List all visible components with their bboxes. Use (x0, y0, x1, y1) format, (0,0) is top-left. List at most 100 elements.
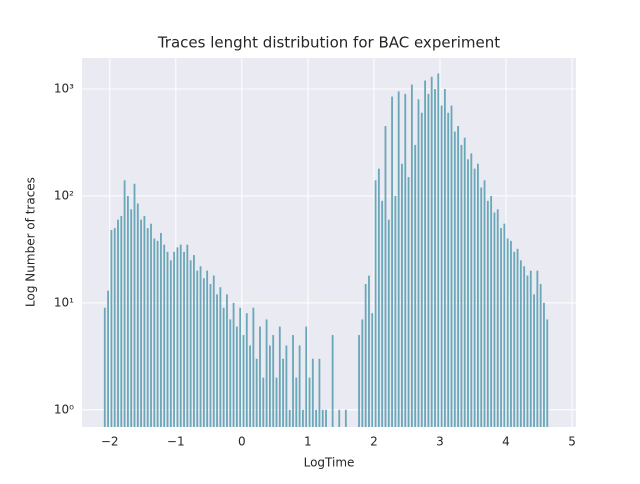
bar (443, 89, 446, 427)
bar (193, 255, 195, 427)
y-tick-label: 10² (54, 188, 74, 202)
bar (417, 99, 420, 427)
y-tick-label: 10³ (54, 82, 74, 96)
bar (209, 284, 212, 427)
bar (156, 240, 159, 427)
x-tick-label: 2 (370, 435, 378, 449)
bar (196, 270, 199, 427)
bar (533, 294, 535, 427)
bar (506, 238, 509, 427)
bar (133, 183, 136, 427)
chart-title: Traces lenght distribution for BAC exper… (157, 34, 500, 52)
bar (176, 247, 179, 427)
x-tick-label: −1 (167, 435, 185, 449)
bar (414, 144, 417, 428)
bar (189, 260, 192, 427)
bar (110, 230, 113, 427)
bar (543, 302, 545, 427)
bar (229, 319, 232, 427)
bar (130, 209, 133, 427)
bar (219, 287, 222, 427)
bar (427, 93, 430, 427)
bar (262, 377, 265, 427)
x-tick-label: 3 (436, 435, 444, 449)
bar (259, 326, 261, 427)
bar (275, 377, 278, 427)
bar (150, 223, 152, 427)
x-axis-label: LogTime (304, 456, 355, 470)
bar (361, 319, 364, 427)
bar (453, 131, 456, 427)
bar (245, 313, 248, 427)
bar (338, 409, 341, 427)
bar (298, 345, 301, 427)
bar (384, 126, 387, 428)
bar (364, 284, 367, 427)
bar (126, 195, 129, 427)
bar (232, 302, 235, 427)
bar (146, 228, 149, 427)
bar (239, 307, 242, 427)
x-tick-label: 5 (568, 435, 576, 449)
bar (358, 335, 360, 427)
bar (235, 326, 238, 427)
bar (503, 223, 506, 427)
bar (440, 105, 443, 428)
bar (255, 358, 258, 427)
bar (305, 326, 308, 427)
bar (407, 177, 410, 427)
bar (486, 200, 489, 427)
bar (480, 187, 483, 427)
x-tick-label: −2 (101, 435, 119, 449)
bar (113, 228, 116, 427)
bar (278, 326, 281, 427)
bar (420, 112, 423, 427)
bar (212, 275, 215, 427)
bar (513, 251, 516, 427)
bar (344, 409, 347, 427)
bar (368, 275, 370, 427)
bar (272, 335, 275, 427)
x-tick-label: 4 (502, 435, 510, 449)
bar (447, 112, 450, 427)
y-tick-label: 10¹ (54, 295, 74, 309)
bar (179, 244, 182, 427)
y-axis-label: Log Number of traces (24, 177, 38, 307)
x-tick-label: 1 (304, 435, 312, 449)
bar (510, 240, 512, 427)
bar (242, 335, 245, 427)
bar (401, 163, 403, 428)
bar (315, 409, 318, 427)
bar (516, 248, 519, 427)
bar (387, 219, 390, 427)
bar (166, 251, 169, 427)
bar (103, 307, 106, 427)
bar (302, 409, 304, 427)
bar (410, 84, 413, 427)
bar (206, 270, 209, 427)
bar (490, 195, 493, 427)
bar (123, 180, 126, 427)
bar (391, 96, 393, 428)
bar (318, 358, 321, 427)
bar (252, 307, 255, 427)
bar (173, 251, 176, 427)
bar (268, 345, 271, 427)
bar (424, 80, 427, 427)
bar (331, 335, 334, 427)
bar (434, 89, 436, 427)
bar (523, 266, 526, 427)
bar (496, 209, 499, 427)
bar (160, 233, 162, 427)
bar (288, 409, 291, 427)
bar (483, 180, 486, 427)
bar (381, 200, 384, 427)
bar (374, 180, 377, 427)
bar (292, 335, 294, 427)
bar (467, 159, 469, 427)
bar (404, 93, 407, 427)
bar (140, 219, 143, 427)
bar (477, 163, 479, 428)
bar (473, 168, 476, 427)
